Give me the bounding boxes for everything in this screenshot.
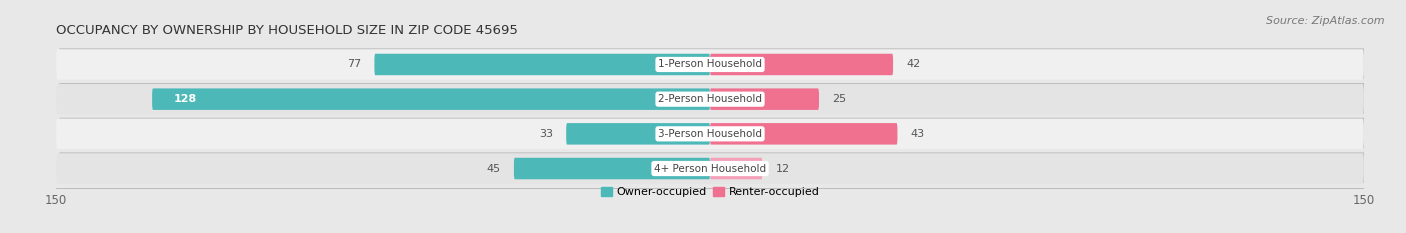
FancyBboxPatch shape xyxy=(56,119,1364,149)
Text: 45: 45 xyxy=(486,164,501,174)
FancyBboxPatch shape xyxy=(59,83,1367,113)
FancyBboxPatch shape xyxy=(710,158,762,179)
FancyBboxPatch shape xyxy=(567,123,710,145)
Text: 128: 128 xyxy=(174,94,197,104)
Text: 12: 12 xyxy=(776,164,790,174)
Legend: Owner-occupied, Renter-occupied: Owner-occupied, Renter-occupied xyxy=(600,187,820,197)
Text: 33: 33 xyxy=(538,129,553,139)
Text: 77: 77 xyxy=(347,59,361,69)
FancyBboxPatch shape xyxy=(710,54,893,75)
Text: 3-Person Household: 3-Person Household xyxy=(658,129,762,139)
Text: 42: 42 xyxy=(905,59,921,69)
Text: 4+ Person Household: 4+ Person Household xyxy=(654,164,766,174)
Text: 1-Person Household: 1-Person Household xyxy=(658,59,762,69)
FancyBboxPatch shape xyxy=(56,84,1364,114)
FancyBboxPatch shape xyxy=(56,153,1364,184)
FancyBboxPatch shape xyxy=(59,48,1367,79)
FancyBboxPatch shape xyxy=(374,54,710,75)
Text: 2-Person Household: 2-Person Household xyxy=(658,94,762,104)
FancyBboxPatch shape xyxy=(56,49,1364,80)
FancyBboxPatch shape xyxy=(59,118,1367,148)
FancyBboxPatch shape xyxy=(515,158,710,179)
FancyBboxPatch shape xyxy=(710,88,818,110)
Text: OCCUPANCY BY OWNERSHIP BY HOUSEHOLD SIZE IN ZIP CODE 45695: OCCUPANCY BY OWNERSHIP BY HOUSEHOLD SIZE… xyxy=(56,24,519,37)
Text: 25: 25 xyxy=(832,94,846,104)
FancyBboxPatch shape xyxy=(59,152,1367,183)
FancyBboxPatch shape xyxy=(710,123,897,145)
Text: Source: ZipAtlas.com: Source: ZipAtlas.com xyxy=(1267,16,1385,26)
FancyBboxPatch shape xyxy=(152,88,710,110)
Text: 43: 43 xyxy=(911,129,925,139)
